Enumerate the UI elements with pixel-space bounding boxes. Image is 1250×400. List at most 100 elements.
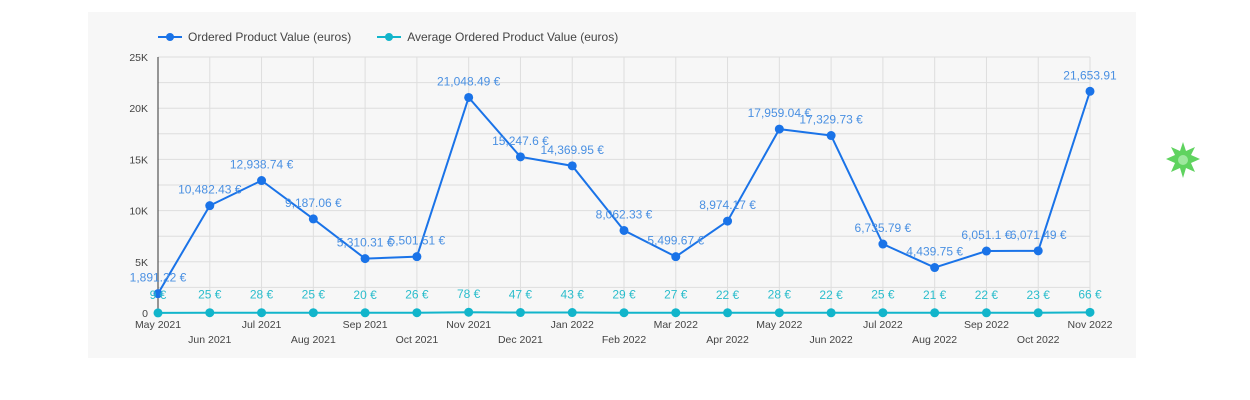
data-label: 22 € [819,288,843,302]
data-point [723,308,733,318]
x-tick-label: Jun 2022 [810,334,853,346]
data-point [567,308,577,318]
data-label: 66 € [1078,287,1102,301]
data-point [671,252,681,262]
data-label: 20 € [353,288,377,302]
x-tick-label: Mar 2022 [654,319,699,331]
data-point [464,307,474,317]
data-label: 22 € [716,288,740,302]
x-tick-label: Oct 2021 [396,334,439,346]
data-point [1033,246,1043,256]
x-tick-label: May 2022 [756,319,802,331]
data-label: 5,501.51 € [389,234,446,248]
x-tick-label: Nov 2022 [1068,319,1113,331]
x-tick-label: Oct 2022 [1017,334,1060,346]
data-point [930,308,940,318]
x-tick-label: Aug 2022 [912,334,957,346]
data-point [360,254,370,264]
y-tick-label: 15K [129,154,148,166]
x-tick-label: Jan 2022 [551,319,594,331]
data-point [308,308,318,318]
data-point [412,252,422,262]
data-point [981,308,991,318]
data-label: 9 € [150,288,167,302]
data-point [619,225,629,235]
data-label: 25 € [302,288,326,302]
data-label: 29 € [612,288,636,302]
data-label: 10,482.43 € [178,183,242,197]
data-point [774,308,784,318]
y-tick-label: 0 [142,308,148,320]
data-label: 26 € [405,288,429,302]
data-point [619,308,629,318]
x-tick-label: Jun 2021 [188,334,231,346]
data-label: 8,062.33 € [596,207,653,221]
data-point [308,214,318,224]
data-label: 8,974.17 € [699,198,756,212]
legend-item-ordered-value[interactable]: Ordered Product Value (euros) [158,30,351,44]
x-tick-label: Apr 2022 [706,334,749,346]
data-label: 21 € [923,288,947,302]
x-tick-label: Aug 2021 [291,334,336,346]
data-point [1033,308,1043,318]
y-tick-label: 10K [129,206,148,218]
data-label: 43 € [561,288,585,302]
data-label: 5,499.67 € [647,234,704,248]
data-label: 12,938.74 € [230,158,294,172]
data-point [1085,307,1095,317]
data-label: 25 € [198,288,222,302]
legend-label: Ordered Product Value (euros) [188,30,352,44]
data-point [515,152,525,162]
data-label: 21,048.49 € [437,74,501,88]
x-tick-label: Jul 2021 [242,319,282,331]
legend-swatch [377,33,402,41]
data-point [878,239,888,249]
data-label: 27 € [664,288,688,302]
x-tick-label: Jul 2022 [863,319,903,331]
data-label: 47 € [509,288,533,302]
x-tick-label: Sep 2021 [343,319,388,331]
legend-label: Average Ordered Product Value (euros) [407,30,619,44]
data-label: 78 € [457,287,481,301]
data-point [257,176,267,186]
data-point [257,308,267,318]
data-point [464,92,474,102]
data-point [515,308,525,318]
data-point [412,308,422,318]
data-label: 17,959.04 € [748,106,812,120]
data-label: 14,369.95 € [541,143,605,157]
data-label: 6,735.79 € [855,221,912,235]
data-point [878,308,888,318]
data-label: 23 € [1027,288,1051,302]
data-point [981,246,991,256]
data-point [360,308,370,318]
x-tick-label: Dec 2021 [498,334,543,346]
data-point [1085,86,1095,96]
data-label: 28 € [768,288,792,302]
data-label: 6,071.49 € [1010,228,1067,242]
data-label: 21,653.91 [1063,68,1117,82]
x-tick-label: Sep 2022 [964,319,1009,331]
data-point [826,308,836,318]
x-tick-label: Nov 2021 [446,319,491,331]
y-tick-label: 25K [129,52,148,64]
data-label: 25 € [871,288,895,302]
x-tick-label: Feb 2022 [602,334,647,346]
data-point [153,289,163,299]
legend: Ordered Product Value (euros) Average Or… [158,30,618,44]
data-point [153,308,163,318]
legend-item-average-value[interactable]: Average Ordered Product Value (euros) [377,30,618,44]
data-label: 1,891.22 € [130,271,187,285]
data-point [671,308,681,318]
data-point [205,308,215,318]
data-point [723,216,733,226]
data-label: 15,247.6 € [492,134,549,148]
data-label: 17,329.73 € [799,113,863,127]
data-label: 4,439.75 € [906,245,963,259]
data-point [826,131,836,141]
data-label: 22 € [975,288,999,302]
y-tick-label: 20K [129,103,148,115]
data-point [930,263,940,273]
green-starburst-icon [1166,142,1200,178]
